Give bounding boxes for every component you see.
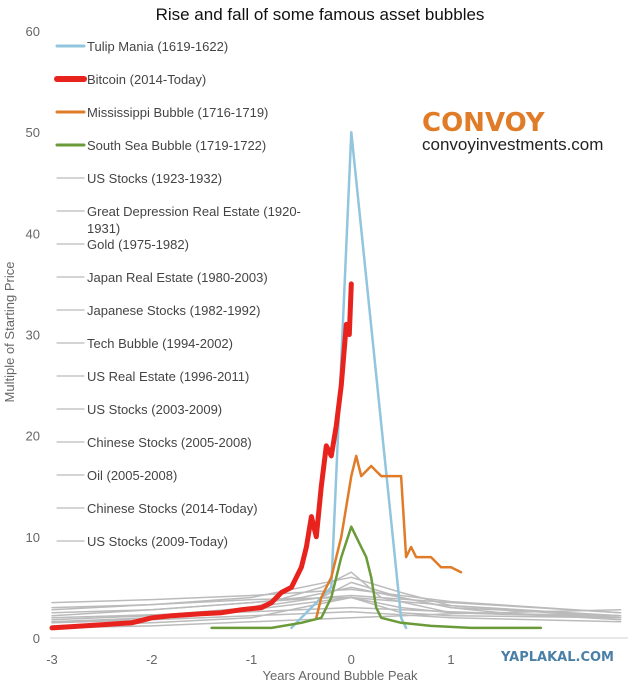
legend-label: Great Depression Real Estate (1920-1931) [87, 204, 301, 236]
y-axis: 0 10 20 30 40 50 60 [26, 24, 40, 646]
y-tick-label: 40 [26, 226, 40, 241]
legend-label: Bitcoin (2014-Today) [87, 72, 206, 87]
y-tick-label: 20 [26, 429, 40, 444]
watermark: YAPLAKAL.COM [500, 650, 614, 665]
series-line [51, 576, 622, 619]
series-line [51, 596, 622, 627]
y-tick-label: 0 [33, 631, 40, 646]
y-tick-label: 50 [26, 125, 40, 140]
series-line [51, 594, 622, 617]
series-line [315, 454, 463, 620]
series-line [51, 608, 622, 629]
legend-label: Tech Bubble (1994-2002) [87, 336, 233, 351]
chart-title: Rise and fall of some famous asset bubbl… [156, 5, 485, 24]
legend: Tulip Mania (1619-1622) Bitcoin (2014-Tod… [54, 39, 301, 549]
legend-label: US Stocks (1923-1932) [87, 171, 222, 186]
series-line [210, 525, 543, 630]
x-tick-label: -2 [146, 652, 158, 667]
y-tick-label: 60 [26, 24, 40, 39]
legend-label: Tulip Mania (1619-1622) [87, 39, 228, 54]
legend-label: Oil (2005-2008) [87, 468, 177, 483]
y-axis-label: Multiple of Starting Price [2, 262, 17, 403]
legend-label: US Stocks (2009-Today) [87, 534, 228, 549]
legend-label: US Real Estate (1996-2011) [87, 369, 249, 384]
x-tick-label: 1 [447, 652, 454, 667]
x-axis-label: Years Around Bubble Peak [263, 668, 418, 683]
legend-label: Gold (1975-1982) [87, 237, 189, 252]
legend-label: South Sea Bubble (1719-1722) [87, 138, 266, 153]
convoy-url: convoyinvestments.com [422, 135, 603, 154]
legend-label: Japanese Stocks (1982-1992) [87, 303, 260, 318]
y-tick-label: 10 [26, 530, 40, 545]
y-tick-label: 30 [26, 328, 40, 343]
convoy-logo: CONVOY [422, 108, 546, 138]
legend-label: Chinese Stocks (2005-2008) [87, 435, 252, 450]
series-line [49, 281, 354, 631]
x-tick-label: 0 [348, 652, 355, 667]
x-tick-label: -3 [46, 652, 58, 667]
legend-label: US Stocks (2003-2009) [87, 402, 222, 417]
legend-label: Mississippi Bubble (1716-1719) [87, 105, 268, 120]
series-lines [49, 130, 622, 631]
series-line [290, 130, 408, 630]
watermark-box [474, 646, 620, 668]
x-tick-label: -1 [246, 652, 258, 667]
legend-label: Chinese Stocks (2014-Today) [87, 501, 258, 516]
x-axis: -3 -2 -1 0 1 [46, 652, 454, 667]
legend-label: Japan Real Estate (1980-2003) [87, 270, 268, 285]
